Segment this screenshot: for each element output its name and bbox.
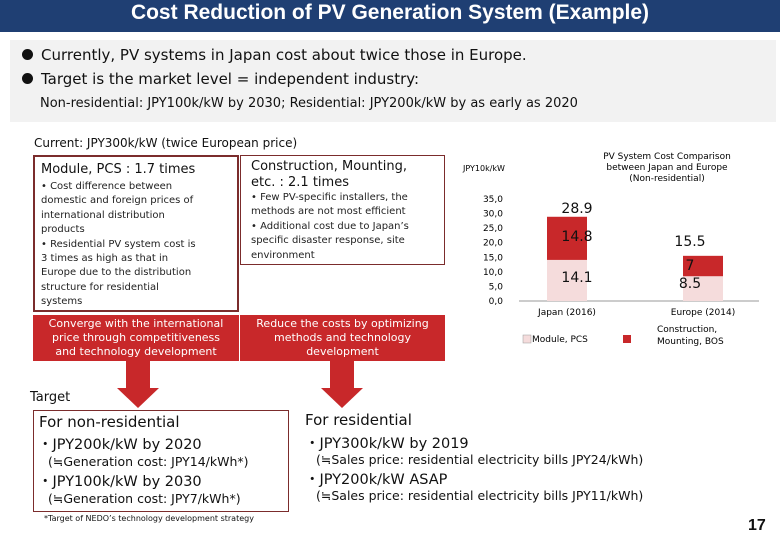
legend-swatch-construction: [623, 335, 631, 343]
arrow-down-shaft: [330, 361, 354, 389]
bar-segment: [683, 255, 723, 277]
list-item: • Additional cost due to Japan’s: [251, 220, 409, 232]
intro-bullet-text: Currently, PV systems in Japan cost abou…: [41, 46, 527, 64]
list-item: systems: [41, 296, 83, 308]
arrow-down-icon: [117, 388, 159, 408]
intro-box: Currently, PV systems in Japan cost abou…: [10, 40, 776, 122]
bar-segment: [547, 216, 587, 260]
legend-label-construction: Construction,: [657, 325, 717, 335]
converge-line: price through competitiveness: [51, 331, 221, 344]
reduce-line: methods and technology: [274, 331, 411, 344]
slide-title: Cost Reduction of PV Generation System (…: [0, 0, 780, 32]
current-label: Current: JPY300k/kW (twice European pric…: [34, 136, 298, 150]
residential-target-2019: ・JPY300k/kW by 2019: [305, 436, 469, 452]
arrow-down-shaft: [126, 361, 150, 389]
legend-label-construction-2: Mounting, BOS: [657, 337, 724, 347]
x-tick-label: Europe (2014): [671, 308, 735, 318]
intro-bullet: Target is the market level = independent…: [22, 70, 419, 88]
non-residential-target-2020: ・JPY200k/kW by 2020: [38, 437, 202, 453]
construction-box: Construction, Mounting, etc. : 2.1 times…: [240, 155, 445, 265]
reduce-line: development: [306, 345, 379, 358]
legend-label-module: Module, PCS: [532, 335, 588, 345]
data-label: 15.5: [674, 234, 705, 250]
y-tick-label: 15,0: [483, 253, 503, 263]
non-residential-note-2030: (≒Generation cost: JPY7/kWh*): [48, 491, 241, 506]
construction-title-line2: etc. : 2.1 times: [251, 175, 349, 190]
bullet-dot-icon: [22, 49, 33, 60]
y-tick-label: 10,0: [483, 268, 503, 278]
chart-title: between Japan and Europe: [606, 163, 728, 173]
list-item: environment: [251, 249, 315, 261]
residential-note-asap: (≒Sales price: residential electricity b…: [316, 488, 644, 503]
list-item: • Residential PV system cost is: [41, 238, 196, 250]
list-item: Europe due to the distribution: [41, 267, 192, 279]
target-label: Target: [30, 390, 71, 405]
list-item: products: [41, 224, 85, 236]
list-item: • Cost difference between: [41, 181, 173, 192]
y-tick-label: 20,0: [483, 239, 503, 249]
residential-target-asap: ・JPY200k/kW ASAP: [305, 472, 448, 488]
y-tick-label: 25,0: [483, 224, 503, 234]
list-item: international distribution: [41, 209, 165, 221]
list-item: 3 times as high as that in: [41, 253, 169, 265]
bullet-dot-icon: [22, 73, 33, 84]
reduce-costs-box: Reduce the costs by optimizing methods a…: [240, 315, 445, 361]
module-pcs-box: Module, PCS : 1.7 times • Cost differenc…: [33, 155, 239, 312]
data-label: 14.1: [561, 270, 592, 286]
arrow-down-icon: [321, 388, 363, 408]
non-residential-target-2030: ・JPY100k/kW by 2030: [38, 474, 202, 490]
y-tick-label: 30,0: [483, 210, 503, 220]
x-tick-label: Japan (2016): [537, 308, 596, 318]
list-item: specific disaster response, site: [251, 235, 405, 247]
list-item: • Few PV-specific installers, the: [251, 192, 408, 203]
intro-bullet-text: Target is the market level = independent…: [41, 70, 420, 88]
module-pcs-list: • Cost difference between domestic and f…: [41, 180, 196, 310]
reduce-line: Reduce the costs by optimizing: [256, 317, 429, 330]
footnote: *Target of NEDO’s technology development…: [44, 514, 254, 523]
residential-note-2019: (≒Sales price: residential electricity b…: [316, 452, 644, 467]
bar-segment: [683, 276, 723, 301]
list-item: methods are not most efficient: [251, 206, 406, 218]
data-label: 8.5: [679, 276, 701, 292]
non-residential-box: For non-residential ・JPY200k/kW by 2020 …: [33, 410, 289, 512]
residential-title: For residential: [305, 411, 412, 429]
module-pcs-title: Module, PCS : 1.7 times: [41, 162, 196, 177]
page-number: 17: [748, 517, 766, 534]
intro-sub-text: Non-residential: JPY100k/kW by 2030; Res…: [40, 96, 578, 111]
y-tick-label: 0,0: [489, 297, 504, 307]
non-residential-title: For non-residential: [39, 413, 180, 431]
data-label: 14.8: [561, 229, 592, 245]
non-residential-note-2020: (≒Generation cost: JPY14/kWh*): [48, 454, 249, 469]
y-tick-label: 35,0: [483, 195, 503, 205]
list-item: domestic and foreign prices of: [41, 195, 194, 207]
converge-line: Converge with the international: [48, 317, 224, 330]
construction-title-line1: Construction, Mounting,: [251, 159, 408, 174]
chart-title: (Non-residential): [629, 174, 704, 184]
data-label: 28.9: [561, 201, 592, 217]
list-item: structure for residential: [41, 281, 159, 293]
construction-list: • Few PV-specific installers, the method…: [251, 191, 409, 263]
converge-line: and technology development: [55, 345, 217, 358]
bar-segment: [547, 259, 587, 301]
legend-swatch-module: [522, 334, 532, 344]
intro-bullet: Currently, PV systems in Japan cost abou…: [22, 46, 527, 64]
slide-title-text: Cost Reduction of PV Generation System (…: [130, 1, 650, 24]
y-tick-label: 5,0: [489, 282, 504, 292]
data-label: 7: [686, 258, 695, 274]
converge-box: Converge with the international price th…: [33, 315, 239, 361]
chart-title: PV System Cost Comparison: [603, 152, 731, 162]
chart-unit-label: JPY10k/kW: [462, 164, 505, 173]
